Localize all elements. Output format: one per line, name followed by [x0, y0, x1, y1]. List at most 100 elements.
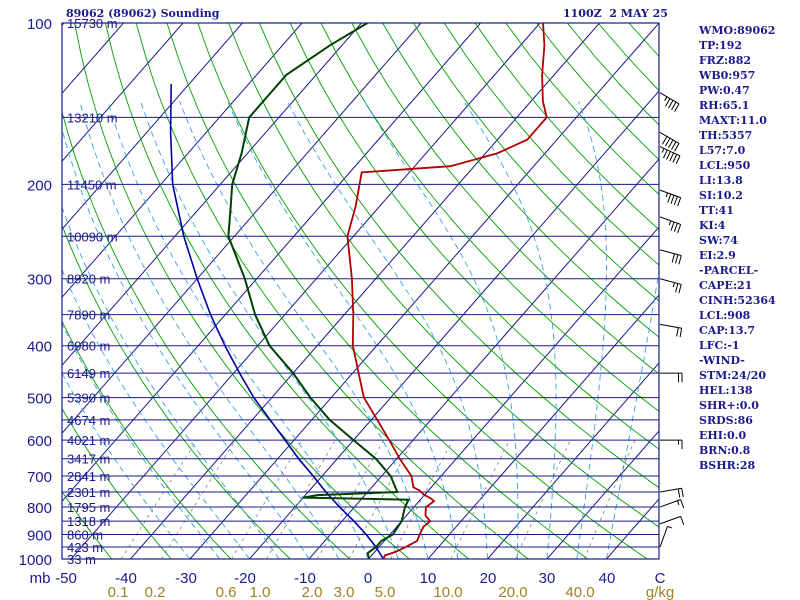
index-item: MAXT:11.0	[699, 114, 767, 127]
wind-barb-half-feather	[672, 282, 675, 288]
index-item: SRDS:86	[699, 414, 753, 427]
moist-adiabat	[62, 322, 221, 559]
temperature-tick-label: 20	[480, 570, 497, 587]
wind-barb	[659, 216, 682, 234]
wind-barb-feather	[675, 254, 679, 264]
wind-barb-feather	[679, 328, 683, 338]
height-label: 10090 m	[67, 229, 118, 244]
wind-barb-staff	[659, 526, 668, 548]
mixing-ratio-tick-label: 0.6	[216, 584, 237, 600]
temperature-tick-label: 40	[599, 570, 616, 587]
wind-barb-feather	[680, 516, 685, 525]
index-item: HEL:138	[699, 384, 753, 397]
pressure-label: 700	[27, 469, 52, 486]
wind-barb	[659, 131, 680, 152]
mixing-ratio-tick-label: 0.1	[108, 584, 129, 600]
height-label: 2841 m	[67, 469, 110, 484]
sounding-time: 1100Z 2 MAY 25	[563, 7, 668, 20]
temperature-tick-label: -30	[175, 570, 197, 587]
mixing-ratio-tick-label: 3.0	[334, 584, 355, 600]
pressure-label: 200	[27, 177, 52, 194]
moist-adiabat	[62, 127, 310, 559]
temperature-tick-label: -20	[234, 570, 256, 587]
wind-barb-feather	[673, 196, 678, 206]
wind-barb-feather	[662, 149, 668, 159]
wind-barb	[659, 146, 681, 165]
mixing-ratio-tick-label: 1.0	[250, 584, 271, 600]
isotherm	[249, 90, 659, 559]
wind-barb	[660, 372, 683, 383]
wind-barb-feather	[671, 101, 677, 111]
index-item: EI:2.9	[699, 249, 736, 262]
temperature-tick-label: 30	[539, 570, 556, 587]
wind-barb-feather	[671, 141, 677, 150]
index-item: WB0:957	[699, 69, 756, 82]
isotherm	[427, 294, 659, 559]
wind-barb-feather	[674, 103, 680, 112]
mixing-ratio-line	[583, 439, 636, 559]
wind-barb-half-feather	[667, 525, 672, 529]
pressure-unit-label: mb	[30, 570, 51, 587]
isotherm	[0, 23, 5, 559]
height-label: 4674 m	[67, 413, 110, 428]
wind-barb-staff	[659, 278, 682, 285]
wind-barb-staff	[659, 323, 682, 329]
height-label: 6149 m	[67, 366, 110, 381]
isotherm	[368, 226, 659, 559]
wind-barb-half-feather	[676, 500, 680, 506]
wind-barb-feather	[661, 136, 668, 145]
wind-barb-feather	[678, 255, 682, 265]
index-item: L57:7.0	[699, 144, 746, 157]
parcel-trace	[169, 84, 385, 559]
moist-adiabat	[62, 205, 280, 559]
moist-adiabat	[226, 101, 459, 559]
temperature-tick-label: -50	[55, 570, 77, 587]
mixing-ratio-tick-label: 2.0	[302, 584, 323, 600]
height-label: 4021 m	[67, 433, 110, 448]
wind-barb	[659, 525, 672, 548]
index-item: LCL:908	[699, 309, 751, 322]
height-label: 15730 m	[67, 16, 118, 31]
isotherm	[189, 23, 659, 559]
height-label: 860 m	[67, 527, 103, 542]
height-label: 3417 m	[67, 452, 110, 467]
index-item: LCL:950	[699, 159, 751, 172]
wind-barb-feather	[675, 283, 679, 293]
height-label: 423 m	[67, 540, 103, 555]
wind-barb-feather	[666, 151, 671, 160]
wind-barb-feather	[670, 221, 675, 231]
moist-adiabat	[576, 101, 607, 559]
height-label: 33 m	[67, 552, 96, 567]
index-item: -PARCEL-	[699, 264, 759, 277]
wind-barb-feather	[681, 488, 684, 498]
mixing-ratio-tick-label: 0.2	[145, 584, 166, 600]
temperature-tick-label: C	[655, 570, 666, 587]
wind-barb	[659, 499, 685, 509]
wind-barb	[659, 515, 685, 525]
wind-barb-feather	[667, 193, 672, 203]
index-item: CINH:52364	[699, 294, 776, 307]
temperature-tick-label: -40	[115, 570, 137, 587]
height-label: 1795 m	[67, 500, 110, 515]
moist-adiabat	[62, 268, 250, 559]
wind-barb-feather	[672, 154, 678, 163]
index-item: CAPE:21	[699, 279, 753, 292]
temperature-tick-label: 10	[420, 570, 437, 587]
index-item: CAP:13.7	[699, 324, 756, 337]
wind-barb-feather	[670, 195, 675, 204]
wind-barb-feather	[677, 224, 682, 234]
wind-barb-half-feather	[664, 96, 668, 102]
moist-adiabat	[287, 101, 488, 559]
pressure-label: 400	[27, 339, 52, 356]
wind-barb-feather	[676, 327, 679, 337]
pressure-label: 300	[27, 272, 52, 289]
plot-frame	[61, 22, 660, 560]
index-item: EHI:0.0	[699, 429, 747, 442]
index-item: KI:4	[699, 219, 726, 232]
wind-barb-feather	[671, 253, 675, 263]
isotherm	[130, 23, 600, 559]
wind-barb-feather	[669, 152, 675, 162]
mixing-ratio-tick-label: 40.0	[565, 584, 594, 600]
wind-barb-half-feather	[661, 148, 665, 153]
moist-adiabat	[62, 372, 191, 559]
